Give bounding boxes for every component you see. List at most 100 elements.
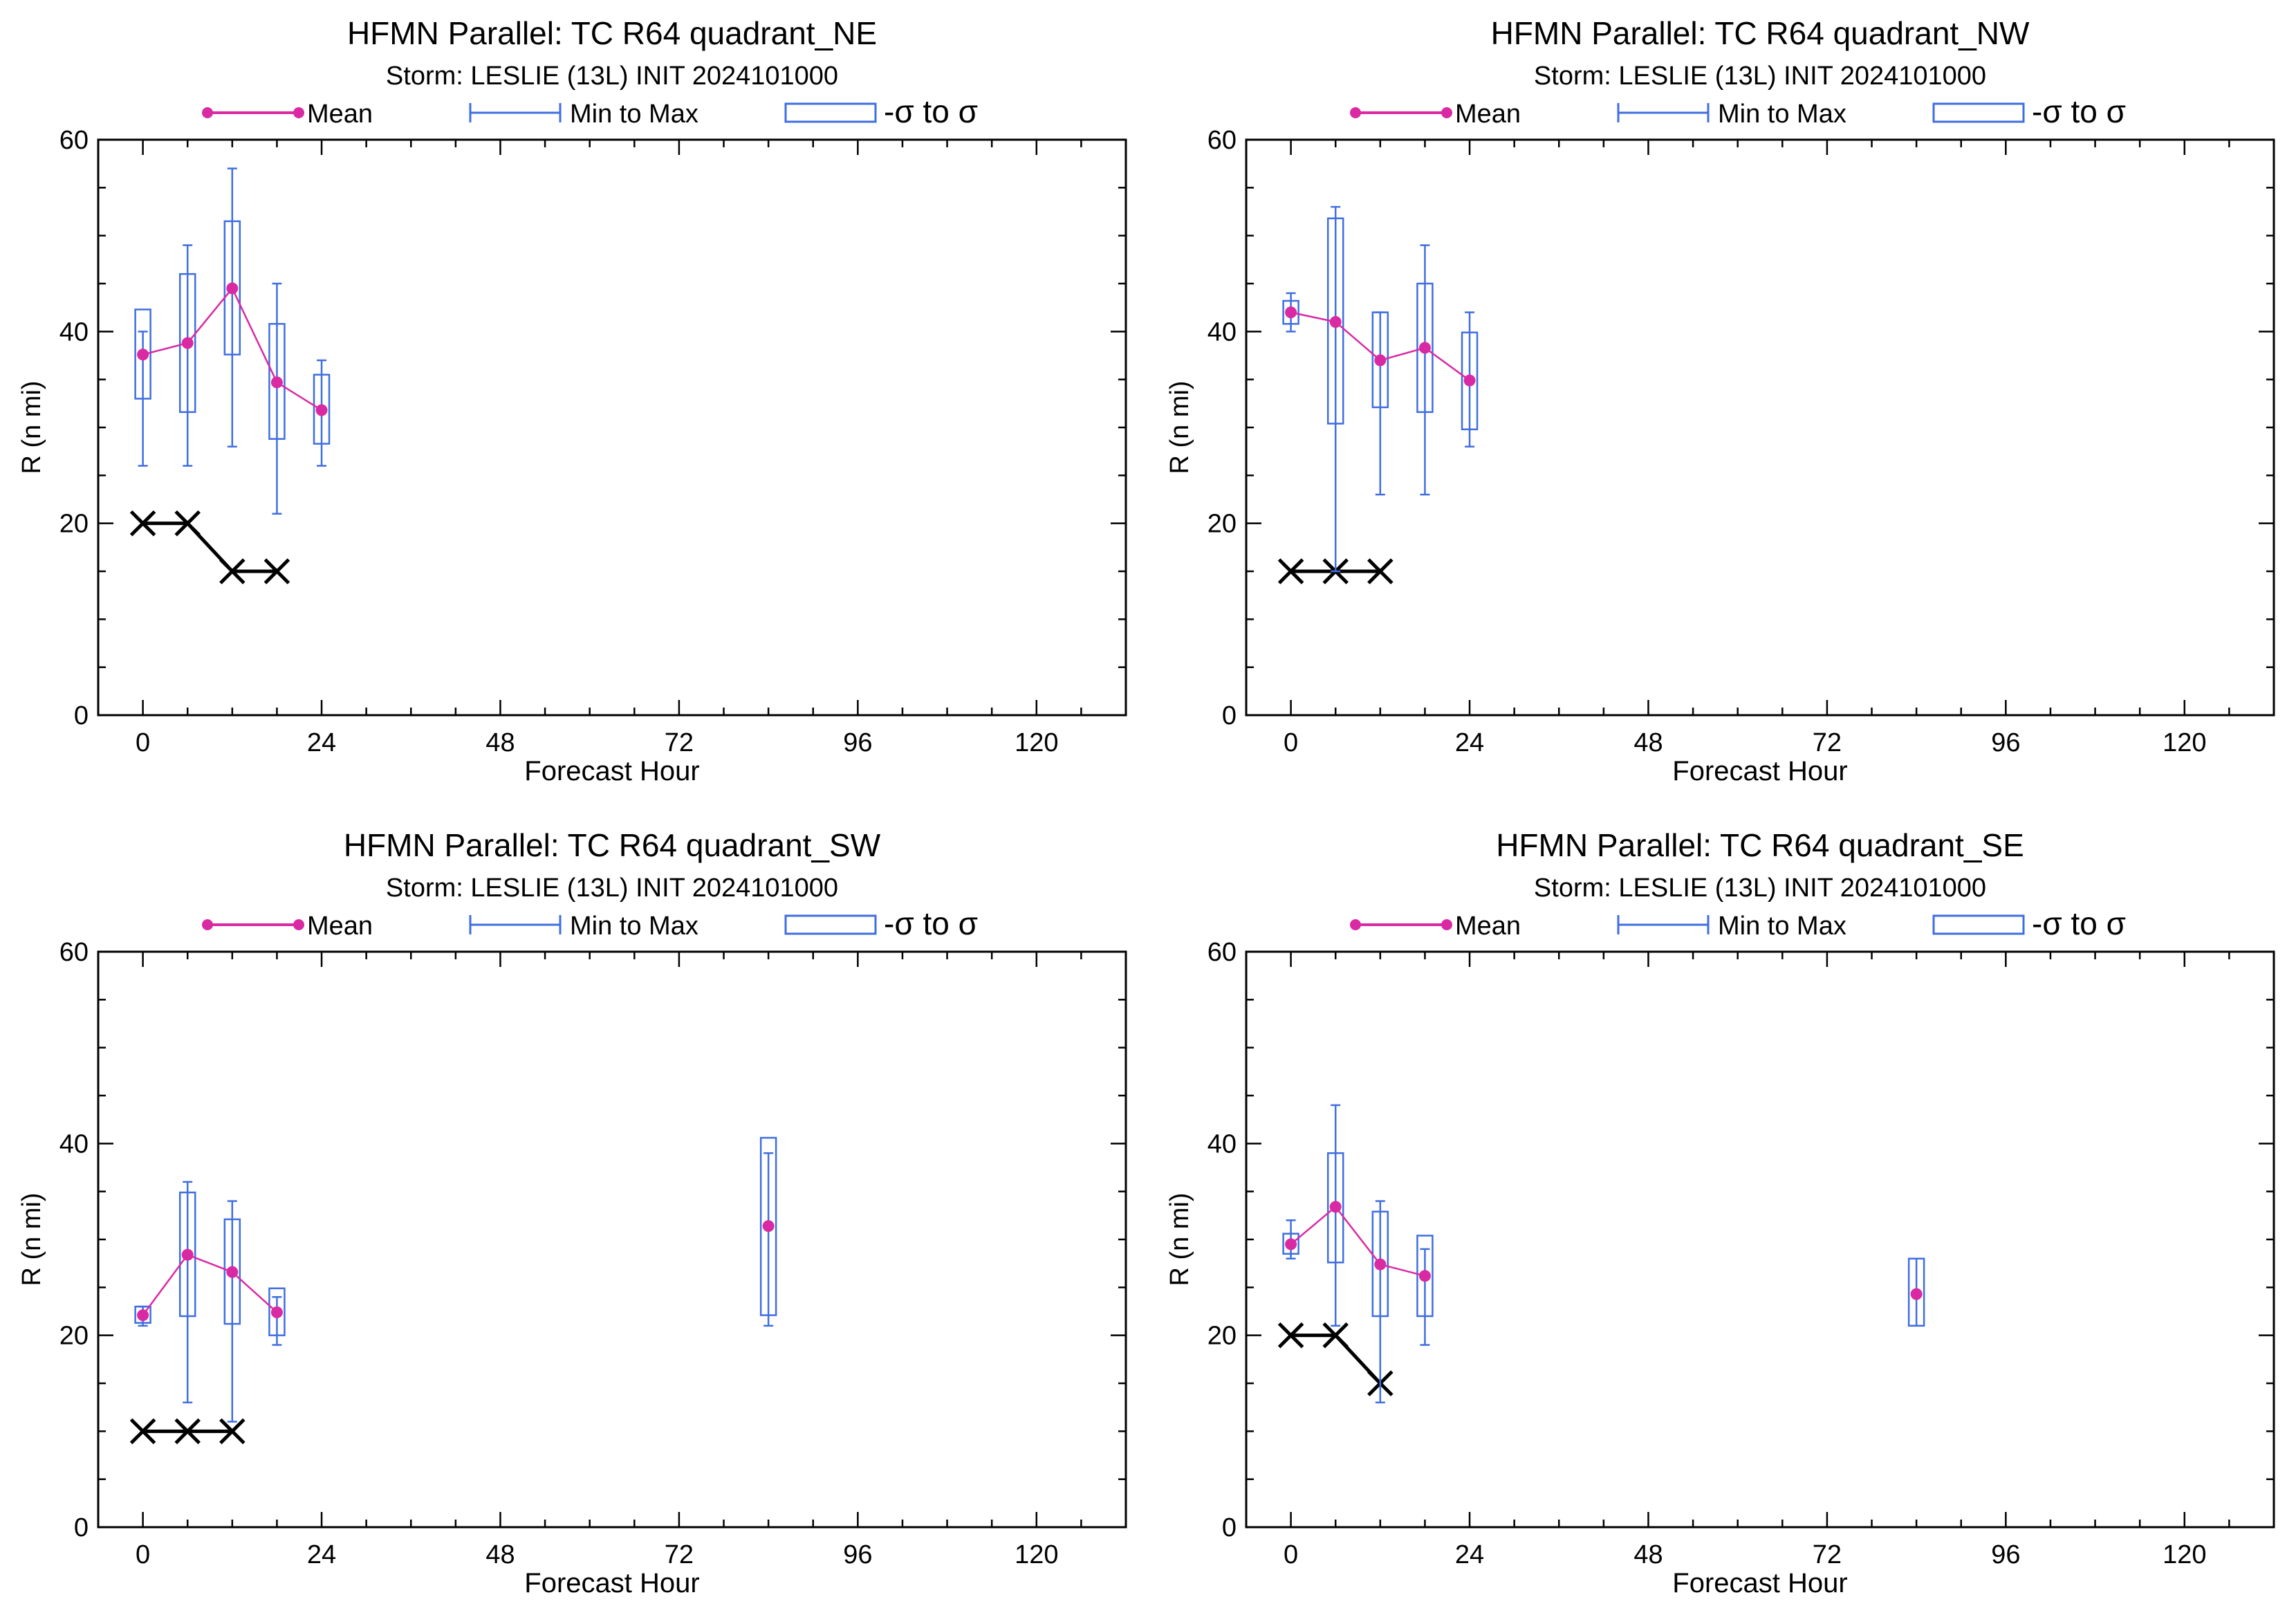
mean-point <box>1374 1258 1387 1271</box>
x-tick-label: 96 <box>843 728 872 757</box>
legend-mean-marker <box>1441 107 1452 118</box>
mean-line <box>142 1254 189 1316</box>
mean-line <box>1290 311 1336 323</box>
sigma-box <box>1416 282 1434 414</box>
legend-range-label: Min to Max <box>1718 912 1846 941</box>
sigma-box <box>134 1305 151 1324</box>
legend-mean-marker <box>202 919 213 930</box>
mean-point <box>1329 315 1342 328</box>
legend-mean-marker <box>293 107 304 118</box>
x-axis-label: Forecast Hour <box>524 756 699 786</box>
x-tick-label: 0 <box>136 728 150 757</box>
x-tick-label: 48 <box>1633 728 1663 757</box>
sigma-box <box>313 373 331 445</box>
chart-title: HFMN Parallel: TC R64 quadrant_NE <box>347 15 877 51</box>
x-tick-label: 120 <box>1015 728 1058 757</box>
sigma-box <box>1371 311 1389 409</box>
y-tick-label: 60 <box>1207 126 1237 155</box>
observed-marker <box>174 1418 201 1445</box>
x-tick-label: 48 <box>485 1540 515 1569</box>
mean-point <box>1285 306 1297 319</box>
y-tick-label: 20 <box>59 510 89 539</box>
legend-mean-marker <box>1350 107 1361 118</box>
chart-subtitle: Storm: LESLIE (13L) INIT 2024101000 <box>386 62 838 91</box>
x-tick-label: 24 <box>1455 1540 1484 1569</box>
observed-marker <box>174 510 201 537</box>
mean-line <box>231 1271 278 1313</box>
sigma-box <box>134 308 151 400</box>
mean-point <box>1418 1270 1431 1282</box>
mean-point <box>1285 1238 1297 1251</box>
plot-frame <box>97 138 1127 717</box>
chart-panel-3: HFMN Parallel: TC R64 quadrant_SW Storm: … <box>17 827 1127 1598</box>
mean-point <box>181 1248 194 1261</box>
sigma-box <box>223 220 241 356</box>
x-tick-label: 48 <box>485 728 515 757</box>
mean-line <box>1380 1263 1425 1277</box>
sigma-box <box>1326 1152 1344 1264</box>
y-axis-label: R (n mi) <box>1165 1192 1194 1286</box>
observed-marker <box>1277 558 1304 584</box>
legend-sigma-box <box>784 102 877 123</box>
sigma-box <box>1416 1235 1434 1318</box>
x-tick-label: 72 <box>1813 728 1842 757</box>
sigma-box <box>268 322 286 440</box>
chart-title: HFMN Parallel: TC R64 quadrant_SE <box>1496 827 2024 863</box>
chart-subtitle: Storm: LESLIE (13L) INIT 2024101000 <box>1534 62 1986 91</box>
x-tick-label: 96 <box>1991 1540 2020 1569</box>
observed-marker <box>263 558 290 584</box>
legend: Mean Min to Max -σ to σ <box>1350 905 2126 941</box>
mean-point <box>1910 1288 1923 1300</box>
x-tick-label: 120 <box>2163 728 2206 757</box>
chart-title: HFMN Parallel: TC R64 quadrant_NW <box>1491 15 2030 51</box>
plot-frame <box>97 950 1127 1529</box>
observed-marker <box>219 1418 246 1445</box>
legend-mean-label: Mean <box>1455 912 1521 941</box>
x-tick-label: 24 <box>1455 728 1484 757</box>
x-tick-label: 96 <box>843 1540 872 1569</box>
x-tick-label: 96 <box>1991 728 2020 757</box>
x-tick-label: 72 <box>1813 1540 1842 1569</box>
mean-line <box>187 288 233 344</box>
x-axis-label: Forecast Hour <box>524 1568 699 1598</box>
sigma-box <box>1371 1210 1389 1318</box>
sigma-box <box>1907 1257 1925 1327</box>
legend-sigma-box <box>1932 102 2025 123</box>
legend-range-label: Min to Max <box>1718 100 1846 129</box>
sigma-box <box>1282 299 1299 325</box>
mean-point <box>137 1309 149 1322</box>
legend-sigma-box <box>784 914 877 935</box>
x-tick-label: 24 <box>307 728 336 757</box>
legend-sigma-label: -σ to σ <box>2032 93 2126 129</box>
legend-sigma-label: -σ to σ <box>884 93 978 129</box>
sigma-box <box>1282 1233 1299 1255</box>
legend-mean-label: Mean <box>307 912 373 941</box>
y-tick-label: 0 <box>74 701 89 730</box>
x-axis-label: Forecast Hour <box>1672 1568 1847 1598</box>
sigma-box <box>178 1191 196 1318</box>
x-tick-label: 120 <box>1015 1540 1058 1569</box>
legend-mean-marker <box>1441 919 1452 930</box>
y-tick-label: 20 <box>1207 510 1237 539</box>
sigma-box <box>223 1218 241 1325</box>
legend: Mean Min to Max -σ to σ <box>1350 93 2126 129</box>
y-tick-label: 40 <box>1207 317 1237 347</box>
y-tick-label: 40 <box>59 317 89 347</box>
mean-line <box>1380 347 1425 362</box>
legend-range-label: Min to Max <box>570 912 698 941</box>
legend-sigma-label: -σ to σ <box>884 905 978 941</box>
x-tick-label: 0 <box>1284 728 1298 757</box>
plot-frame <box>1245 138 2275 717</box>
observed-marker <box>1277 1322 1304 1349</box>
mean-line <box>142 342 188 356</box>
y-tick-label: 60 <box>59 126 89 155</box>
legend-range-label: Min to Max <box>570 100 698 129</box>
chart-subtitle: Storm: LESLIE (13L) INIT 2024101000 <box>1534 874 1986 903</box>
mean-point <box>181 337 194 349</box>
mean-point <box>270 1306 283 1318</box>
x-tick-label: 48 <box>1633 1540 1663 1569</box>
observed-marker <box>1367 558 1394 584</box>
y-tick-label: 0 <box>1222 701 1237 730</box>
sigma-box <box>1461 331 1479 431</box>
mean-point <box>226 1266 239 1278</box>
